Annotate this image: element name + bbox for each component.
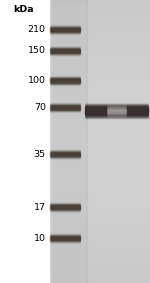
Text: 17: 17 [34,203,46,212]
Text: 35: 35 [34,150,46,159]
Text: 210: 210 [28,25,46,34]
Text: 70: 70 [34,103,46,112]
Text: 150: 150 [28,46,46,55]
Text: 100: 100 [28,76,46,85]
Text: 10: 10 [34,234,46,243]
Text: kDa: kDa [14,5,34,14]
